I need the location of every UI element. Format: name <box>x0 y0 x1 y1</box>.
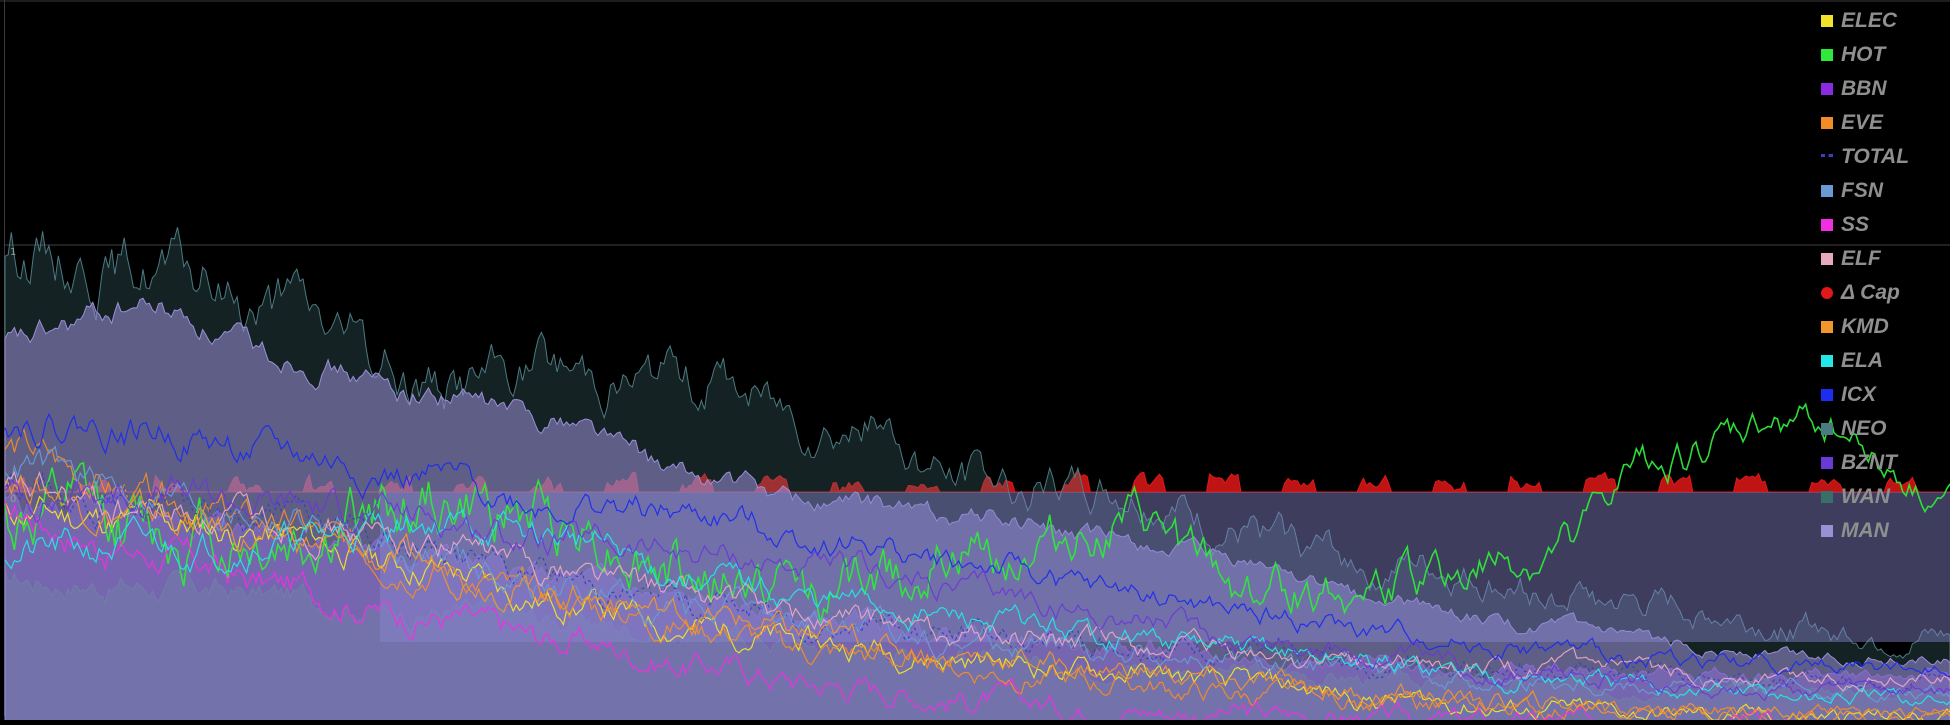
legend-swatch <box>1821 423 1833 435</box>
legend-item[interactable]: FSN <box>1818 174 1950 208</box>
legend-label: Δ Cap <box>1841 281 1900 304</box>
legend-label: BZNT <box>1841 451 1897 474</box>
legend-item[interactable]: ELEC <box>1818 4 1950 38</box>
legend-item[interactable]: ELA <box>1818 344 1950 378</box>
y-tick-label-0: 0 <box>10 494 16 505</box>
legend-swatch <box>1821 321 1833 333</box>
legend-item[interactable]: ELF <box>1818 242 1950 276</box>
legend-item[interactable]: WAN <box>1818 480 1950 514</box>
legend-swatch <box>1821 389 1833 401</box>
legend-swatch <box>1821 287 1833 299</box>
legend-item[interactable]: EVE <box>1818 106 1950 140</box>
legend-swatch <box>1821 153 1833 161</box>
series-line-ela <box>4 509 1950 707</box>
legend-item[interactable]: HOT <box>1818 38 1950 72</box>
series-line-elf <box>4 470 1950 693</box>
y-tick-label-1: 1 <box>10 247 16 258</box>
legend-label: NEO <box>1841 417 1887 440</box>
legend-item[interactable]: KMD <box>1818 310 1950 344</box>
chart-legend: ELEC HOT BBN EVE TOTAL FSN SS ELF Δ Cap KMD ELA ICX… <box>1818 4 1950 548</box>
series-line-ss <box>4 501 1936 725</box>
legend-swatch <box>1821 219 1833 231</box>
legend-label: ELF <box>1841 247 1881 270</box>
legend-item[interactable]: SS <box>1818 208 1950 242</box>
legend-item[interactable]: ICX <box>1818 378 1950 412</box>
legend-swatch <box>1821 491 1833 503</box>
legend-label: SS <box>1841 213 1870 236</box>
shaded-band <box>380 492 1950 642</box>
series-line-kmd <box>4 473 1950 725</box>
series-line-total <box>4 471 1950 692</box>
legend-label: KMD <box>1841 315 1889 338</box>
legend-swatch <box>1821 15 1833 27</box>
legend-swatch <box>1821 355 1833 367</box>
legend-label: BBN <box>1841 77 1887 100</box>
legend-label: ELEC <box>1841 9 1898 32</box>
legend-label: ICX <box>1841 383 1877 406</box>
legend-swatch <box>1821 185 1833 197</box>
legend-item[interactable]: TOTAL <box>1818 140 1950 174</box>
series-area-man <box>4 297 1950 725</box>
legend-swatch <box>1821 525 1833 537</box>
legend-swatch <box>1821 117 1833 129</box>
legend-swatch <box>1821 253 1833 265</box>
series-line-hot <box>4 402 1950 624</box>
legend-label: ELA <box>1841 349 1883 372</box>
legend-item[interactable]: BZNT <box>1818 446 1950 480</box>
legend-label: HOT <box>1841 43 1886 66</box>
legend-label: WAN <box>1841 485 1890 508</box>
legend-item[interactable]: MAN <box>1818 514 1950 548</box>
legend-item[interactable]: BBN <box>1818 72 1950 106</box>
series-line-fsn <box>4 445 1950 703</box>
legend-swatch <box>1821 457 1833 469</box>
legend-label: FSN <box>1841 179 1883 202</box>
legend-item[interactable]: Δ Cap <box>1818 276 1950 310</box>
series-line-icx <box>4 413 1950 677</box>
legend-item[interactable]: NEO <box>1818 412 1950 446</box>
legend-swatch <box>1821 83 1833 95</box>
legend-label: MAN <box>1841 519 1889 542</box>
legend-label: TOTAL <box>1841 145 1910 168</box>
legend-swatch <box>1821 49 1833 61</box>
series-line-bznt <box>4 474 1950 702</box>
legend-label: EVE <box>1841 111 1884 134</box>
